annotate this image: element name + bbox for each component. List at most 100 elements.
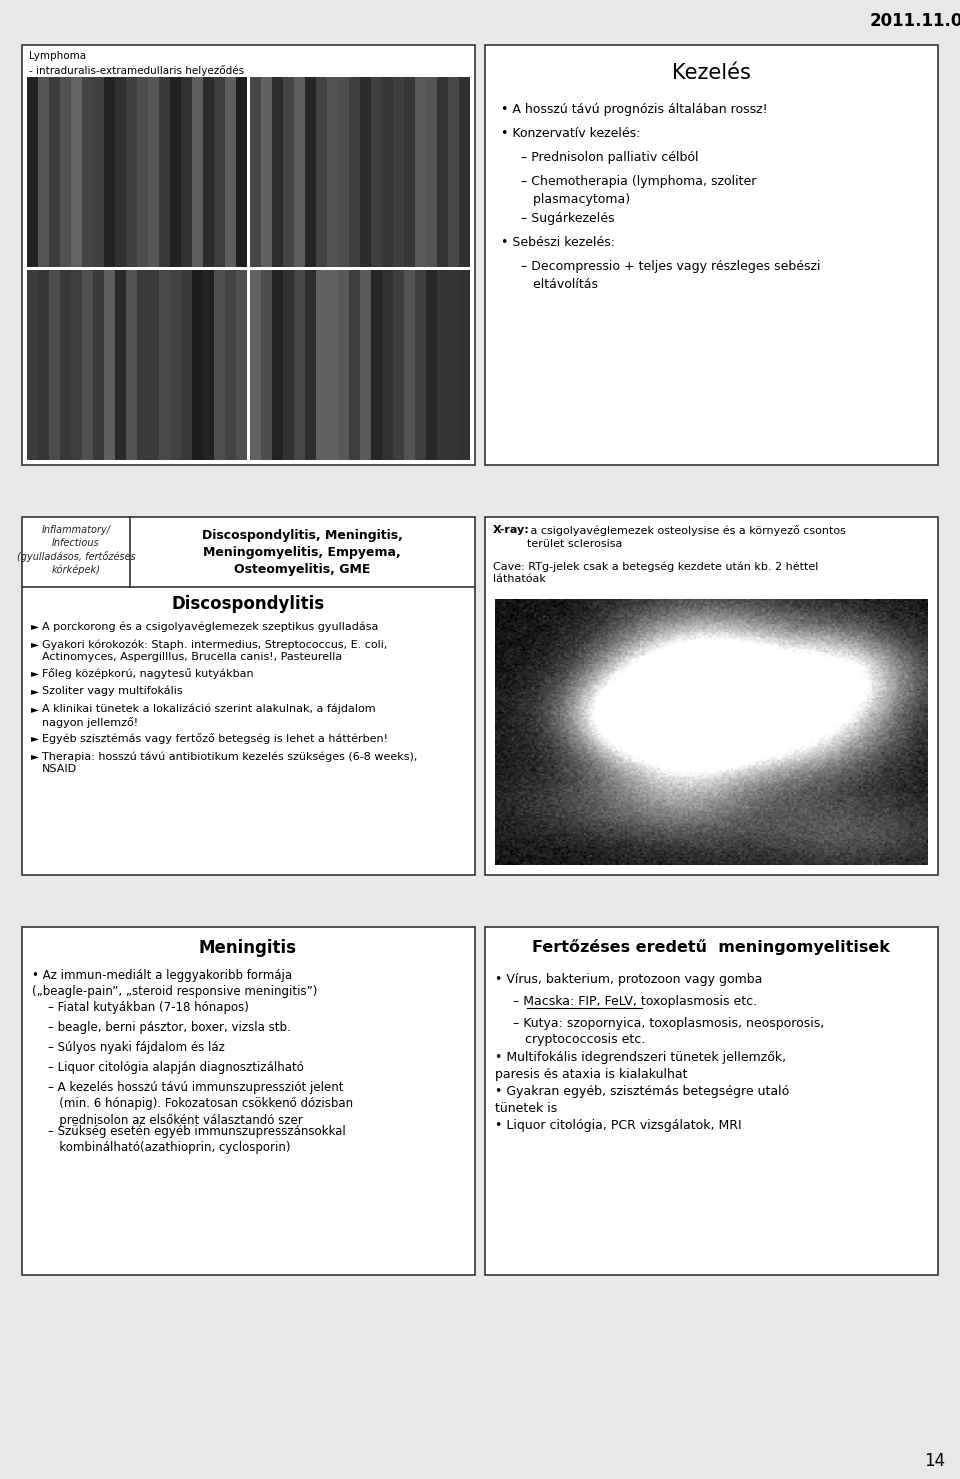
Text: 14: 14 (924, 1452, 945, 1470)
Bar (38, 271, 49, 460)
Text: X-ray:: X-ray: (493, 525, 530, 535)
Bar (137, 271, 148, 460)
Bar (283, 271, 294, 460)
Text: ►: ► (31, 669, 39, 677)
Bar (437, 271, 448, 460)
Bar (60, 271, 71, 460)
Bar (82, 77, 93, 268)
Bar (261, 271, 272, 460)
Bar (305, 77, 316, 268)
Bar (192, 271, 203, 460)
Bar (82, 271, 93, 460)
Bar (250, 271, 470, 460)
Bar (115, 271, 126, 460)
Text: Gyakori kórokozók: Staph. intermedius, Streptococcus, E. coli,
Actinomyces, Aspe: Gyakori kórokozók: Staph. intermedius, S… (42, 639, 388, 663)
Bar (382, 77, 393, 268)
Bar (360, 271, 371, 460)
Text: 2011.11.02.: 2011.11.02. (870, 12, 960, 30)
Bar (250, 77, 261, 268)
Bar (148, 271, 159, 460)
Text: Kezelés: Kezelés (672, 64, 751, 83)
Bar (272, 271, 283, 460)
Bar (27, 77, 38, 268)
Text: A klinikai tünetek a lokalizáció szerint alakulnak, a fájdalom
nagyon jellemző!: A klinikai tünetek a lokalizáció szerint… (42, 704, 375, 728)
Bar (371, 271, 382, 460)
Bar (225, 77, 236, 268)
Bar (426, 271, 437, 460)
Bar (437, 77, 448, 268)
Text: – Chemotherapia (lymphoma, szoliter
   plasmacytoma): – Chemotherapia (lymphoma, szoliter plas… (521, 175, 756, 206)
Text: ►: ► (31, 621, 39, 632)
Bar (236, 77, 247, 268)
Text: ►: ► (31, 686, 39, 697)
Bar (371, 77, 382, 268)
Text: – Decompressio + teljes vagy részleges sebészi
   eltávolítás: – Decompressio + teljes vagy részleges s… (521, 260, 821, 290)
Bar (27, 77, 247, 268)
Bar (485, 44, 938, 464)
Bar (126, 77, 137, 268)
Bar (327, 271, 338, 460)
Bar (148, 77, 159, 268)
Bar (272, 77, 283, 268)
Text: – Sugárkezelés: – Sugárkezelés (521, 211, 614, 225)
Bar (104, 77, 115, 268)
Text: ►: ► (31, 751, 39, 762)
Bar (294, 271, 305, 460)
Bar (170, 271, 181, 460)
Bar (415, 77, 426, 268)
Bar (115, 77, 126, 268)
Bar (159, 271, 170, 460)
Text: Fertőzéses eredetű  meningomyelitisek: Fertőzéses eredetű meningomyelitisek (532, 939, 890, 955)
Bar (294, 77, 305, 268)
Text: Főleg középkorú, nagytesű kutyákban: Főleg középkorú, nagytesű kutyákban (42, 669, 253, 679)
Text: Lymphoma
- intraduralis-extramedullaris helyeződés: Lymphoma - intraduralis-extramedullaris … (29, 50, 244, 75)
Bar (382, 271, 393, 460)
Bar (485, 927, 938, 1275)
Bar (38, 77, 49, 268)
Bar (60, 77, 71, 268)
Bar (250, 271, 261, 460)
Bar (159, 77, 170, 268)
Bar (104, 271, 115, 460)
Text: • Az immun-mediált a leggyakoribb formája
(„beagle-pain”, „steroid responsive me: • Az immun-mediált a leggyakoribb formáj… (32, 969, 318, 998)
Bar (49, 77, 60, 268)
Bar (338, 271, 349, 460)
Text: ►: ► (31, 639, 39, 649)
Bar (27, 271, 38, 460)
Bar (93, 77, 104, 268)
Bar (283, 77, 294, 268)
Bar (93, 271, 104, 460)
Bar (71, 77, 82, 268)
Bar (459, 77, 470, 268)
Bar (250, 77, 470, 268)
Bar (393, 77, 404, 268)
Bar (360, 77, 371, 268)
Text: • Gyakran egyéb, szisztémás betegségre utaló
tünetek is: • Gyakran egyéb, szisztémás betegségre u… (495, 1086, 789, 1115)
Text: Therapia: hosszú távú antibiotikum kezelés szükséges (6-8 weeks),
NSAID: Therapia: hosszú távú antibiotikum kezel… (42, 751, 418, 774)
Bar (448, 77, 459, 268)
Bar (225, 271, 236, 460)
Bar (49, 271, 60, 460)
Bar (236, 271, 247, 460)
Text: – Szükség esetén egyéb immunszupresszánsokkal
   kombinálható(azathioprin, cyclo: – Szükség esetén egyéb immunszupresszáns… (48, 1126, 346, 1154)
Text: • Liquor citológia, PCR vizsgálatok, MRI: • Liquor citológia, PCR vizsgálatok, MRI (495, 1120, 742, 1131)
Text: • Vírus, bakterium, protozoon vagy gomba: • Vírus, bakterium, protozoon vagy gomba (495, 973, 762, 986)
Text: ►: ► (31, 704, 39, 714)
Text: Inflammatory/
Infectious
(gyulladásos, fertőzéses
kórképek): Inflammatory/ Infectious (gyulladásos, f… (16, 525, 135, 575)
Text: Meningitis: Meningitis (199, 939, 297, 957)
Bar (181, 77, 192, 268)
Text: Discospondylitis: Discospondylitis (172, 595, 324, 612)
Bar (126, 271, 137, 460)
Text: – Fiatal kutyákban (7-18 hónapos): – Fiatal kutyákban (7-18 hónapos) (48, 1001, 249, 1015)
Bar (22, 44, 475, 464)
Bar (338, 77, 349, 268)
Bar (214, 271, 225, 460)
Text: – Prednisolon palliativ célból: – Prednisolon palliativ célból (521, 151, 699, 164)
Text: A porckorong és a csigolyavéglemezek szeptikus gyulladása: A porckorong és a csigolyavéglemezek sze… (42, 621, 378, 632)
Bar (214, 77, 225, 268)
Text: • Konzervatív kezelés:: • Konzervatív kezelés: (501, 127, 640, 141)
Text: • Sebészi kezelés:: • Sebészi kezelés: (501, 237, 615, 248)
Bar (137, 77, 148, 268)
Text: Egyéb szisztémás vagy fertőző betegség is lehet a háttérben!: Egyéb szisztémás vagy fertőző betegség i… (42, 734, 388, 744)
Bar (316, 77, 327, 268)
